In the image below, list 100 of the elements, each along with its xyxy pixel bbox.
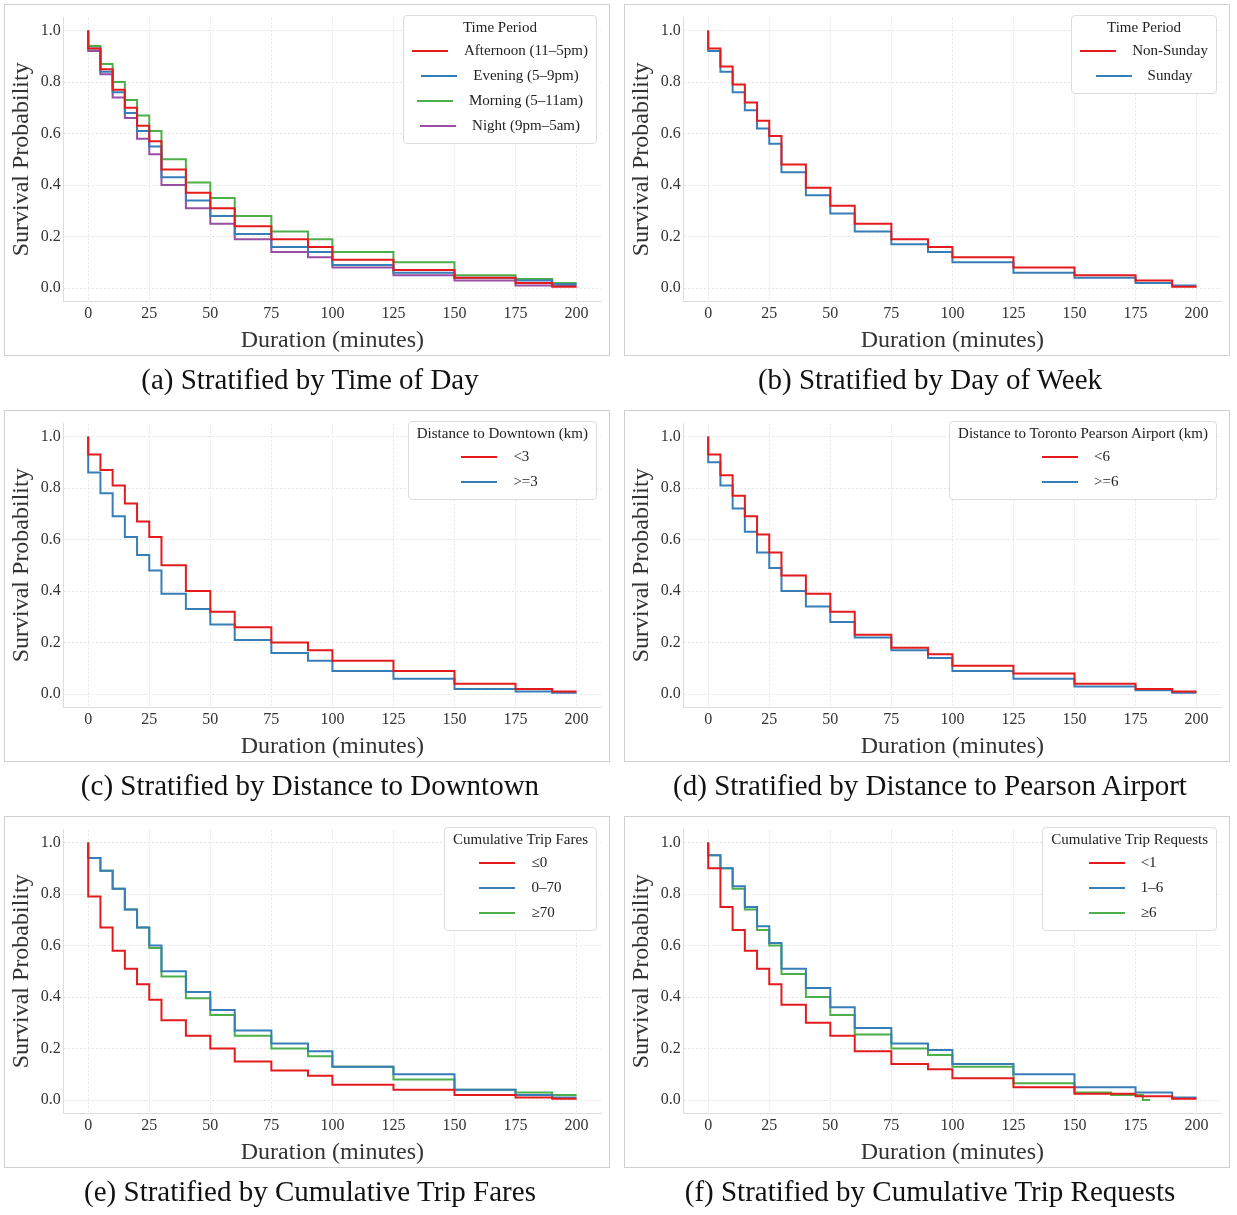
y-tick-label: 1.0 — [40, 426, 61, 444]
legend-label: ≥70 — [531, 904, 556, 921]
x-axis-title: Duration (minutes) — [240, 1137, 425, 1164]
x-tick-label: 50 — [202, 303, 219, 321]
x-tick-label: 25 — [761, 1115, 778, 1133]
y-tick-label: 0.4 — [660, 581, 681, 599]
legend-label: Afternoon (11–5pm) — [464, 42, 588, 59]
x-tick-label: 50 — [822, 709, 839, 727]
x-tick-label: 100 — [940, 303, 965, 321]
x-tick-label: 25 — [141, 303, 158, 321]
x-tick-label: 125 — [1001, 1115, 1026, 1133]
x-tick-label: 175 — [503, 303, 528, 321]
y-tick-label: 1.0 — [40, 20, 61, 38]
x-tick-label: 50 — [822, 303, 839, 321]
legend-label: ≤0 — [531, 854, 549, 871]
x-tick-label: 25 — [761, 709, 778, 727]
y-tick-label: 0.6 — [660, 123, 681, 141]
y-tick-label: 1.0 — [40, 832, 61, 850]
legend-title: Time Period — [1106, 19, 1183, 36]
x-tick-label: 175 — [1123, 709, 1148, 727]
text: (b) Stratified by Day of Week — [756, 362, 1104, 397]
legend-label: 1–6 — [1140, 879, 1165, 896]
x-axis-title: Duration (minutes) — [860, 325, 1045, 352]
y-tick-label: 0.2 — [40, 1038, 61, 1056]
x-tick-label: 100 — [320, 303, 345, 321]
y-tick-label: 0.8 — [40, 72, 61, 90]
legend-title: Time Period — [461, 19, 538, 36]
legend-label: >=6 — [1094, 473, 1120, 490]
y-tick-label: 0.0 — [660, 684, 681, 702]
x-tick-label: 75 — [883, 1115, 900, 1133]
x-axis-title: Duration (minutes) — [240, 731, 425, 758]
y-tick-label: 0.0 — [40, 684, 61, 702]
x-tick-label: 200 — [564, 709, 589, 727]
x-tick-label: 0 — [84, 1115, 93, 1133]
x-tick-label: 175 — [503, 709, 528, 727]
y-axis-title: Survival Probability — [626, 62, 653, 257]
y-tick-label: 0.8 — [40, 478, 61, 496]
y-tick-label: 0.6 — [660, 935, 681, 953]
x-tick-label: 150 — [1062, 303, 1087, 321]
x-tick-label: 175 — [503, 1115, 528, 1133]
y-tick-label: 0.4 — [40, 987, 61, 1005]
x-tick-label: 150 — [1062, 1115, 1087, 1133]
x-tick-label: 25 — [761, 303, 778, 321]
x-axis-title: Duration (minutes) — [860, 731, 1045, 758]
x-tick-label: 150 — [442, 303, 467, 321]
y-tick-label: 0.2 — [660, 1038, 681, 1056]
y-axis-title: Survival Probability — [6, 874, 33, 1069]
y-tick-label: 0.2 — [660, 632, 681, 650]
x-tick-label: 125 — [1001, 709, 1026, 727]
legend-title: Distance to Toronto Pearson Airport (km) — [958, 425, 1208, 442]
x-tick-label: 150 — [442, 1115, 467, 1133]
y-tick-label: 0.4 — [660, 175, 681, 193]
x-tick-label: 25 — [141, 1115, 158, 1133]
x-tick-label: 50 — [202, 709, 219, 727]
x-tick-label: 200 — [1184, 709, 1209, 727]
y-tick-label: 0.4 — [40, 175, 61, 193]
text: (f) Stratified by Cumulative Trip Requests — [683, 1174, 1177, 1209]
x-tick-label: 150 — [442, 709, 467, 727]
legend-label: 0–70 — [531, 879, 562, 896]
x-tick-label: 200 — [564, 303, 589, 321]
legend-label: Non-Sunday — [1132, 42, 1208, 59]
x-tick-label: 75 — [883, 709, 900, 727]
legend-label: <1 — [1140, 854, 1158, 871]
legend-title: Cumulative Trip Requests — [1051, 831, 1208, 848]
y-tick-label: 0.8 — [660, 884, 681, 902]
text: (d) Stratified by Distance to Pearson Airport — [672, 768, 1188, 803]
text: (c) Stratified by Distance to Downtown — [79, 768, 541, 803]
text: (a) Stratified by Time of Day — [140, 362, 480, 397]
x-tick-label: 175 — [1123, 1115, 1148, 1133]
y-tick-label: 0.4 — [40, 581, 61, 599]
y-tick-label: 0.8 — [660, 478, 681, 496]
y-tick-label: 0.0 — [40, 278, 61, 296]
y-tick-label: 1.0 — [660, 832, 681, 850]
y-tick-label: 0.6 — [40, 123, 61, 141]
legend-title: Distance to Downtown (km) — [416, 425, 588, 442]
x-tick-label: 75 — [263, 1115, 280, 1133]
legend-label: <6 — [1094, 448, 1111, 465]
legend-label: Morning (5–11am) — [468, 92, 583, 109]
legend-label: Evening (5–9pm) — [473, 67, 579, 84]
legend-title: Cumulative Trip Fares — [452, 831, 588, 848]
x-tick-label: 75 — [263, 303, 280, 321]
x-tick-label: 0 — [84, 303, 93, 321]
legend-label: ≥6 — [1140, 904, 1158, 921]
y-tick-label: 0.2 — [660, 226, 681, 244]
x-axis-title: Duration (minutes) — [860, 1137, 1045, 1164]
y-tick-label: 0.6 — [660, 529, 681, 547]
x-tick-label: 125 — [381, 1115, 406, 1133]
x-tick-label: 0 — [84, 709, 93, 727]
legend-label: >=3 — [513, 473, 539, 490]
x-tick-label: 25 — [141, 709, 158, 727]
y-axis-title: Survival Probability — [626, 468, 653, 663]
x-tick-label: 200 — [1184, 303, 1209, 321]
y-tick-label: 0.6 — [40, 529, 61, 547]
y-tick-label: 1.0 — [660, 20, 681, 38]
y-tick-label: 0.2 — [40, 632, 61, 650]
y-tick-label: 0.2 — [40, 226, 61, 244]
x-tick-label: 0 — [704, 709, 713, 727]
x-tick-label: 0 — [704, 1115, 713, 1133]
x-tick-label: 100 — [320, 709, 345, 727]
y-axis-title: Survival Probability — [626, 874, 653, 1069]
